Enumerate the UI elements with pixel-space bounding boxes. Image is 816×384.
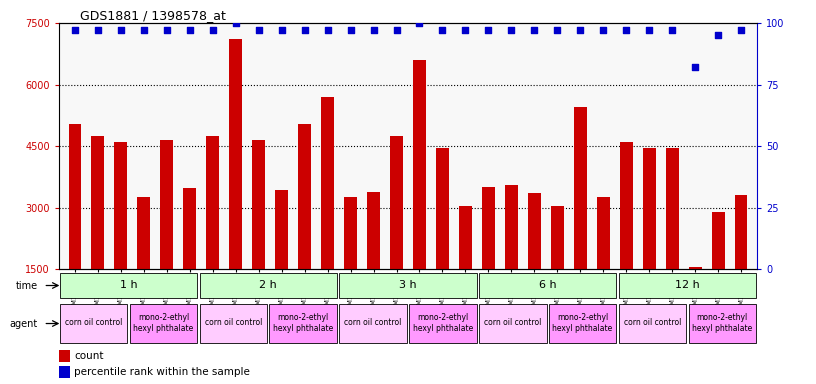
- Bar: [367, 192, 380, 269]
- Bar: [390, 136, 403, 269]
- Bar: [59, 366, 70, 377]
- Bar: [597, 197, 610, 269]
- Point: [344, 27, 357, 33]
- Bar: [322, 97, 334, 269]
- Point: [229, 20, 242, 26]
- Text: mono-2-ethyl
hexyl phthalate: mono-2-ethyl hexyl phthalate: [692, 313, 752, 333]
- Text: 1 h: 1 h: [120, 280, 137, 290]
- Point: [436, 27, 449, 33]
- Point: [69, 27, 82, 33]
- Point: [137, 27, 150, 33]
- Bar: [114, 142, 127, 269]
- Point: [160, 27, 173, 33]
- Bar: [712, 212, 725, 269]
- Point: [528, 27, 541, 33]
- Point: [620, 27, 633, 33]
- Bar: [574, 107, 587, 269]
- Point: [689, 64, 702, 70]
- Bar: [269, 304, 337, 343]
- Point: [298, 27, 311, 33]
- Text: corn oil control: corn oil control: [484, 318, 542, 327]
- Bar: [619, 273, 756, 298]
- Point: [643, 27, 656, 33]
- Bar: [200, 273, 337, 298]
- Point: [367, 27, 380, 33]
- Bar: [549, 304, 616, 343]
- Bar: [137, 197, 150, 269]
- Bar: [206, 136, 219, 269]
- Text: agent: agent: [10, 318, 38, 329]
- Point: [275, 27, 288, 33]
- Text: GDS1881 / 1398578_at: GDS1881 / 1398578_at: [80, 9, 225, 22]
- Text: mono-2-ethyl
hexyl phthalate: mono-2-ethyl hexyl phthalate: [133, 313, 193, 333]
- Bar: [689, 304, 756, 343]
- Bar: [69, 124, 81, 269]
- Bar: [643, 148, 655, 269]
- Point: [114, 27, 127, 33]
- Text: corn oil control: corn oil control: [623, 318, 681, 327]
- Text: mono-2-ethyl
hexyl phthalate: mono-2-ethyl hexyl phthalate: [273, 313, 334, 333]
- Point: [206, 27, 220, 33]
- Text: mono-2-ethyl
hexyl phthalate: mono-2-ethyl hexyl phthalate: [413, 313, 473, 333]
- Bar: [200, 304, 267, 343]
- Point: [712, 32, 725, 38]
- Text: corn oil control: corn oil control: [205, 318, 262, 327]
- Text: 12 h: 12 h: [675, 280, 700, 290]
- Bar: [161, 140, 173, 269]
- Text: corn oil control: corn oil control: [344, 318, 401, 327]
- Point: [551, 27, 564, 33]
- Bar: [619, 304, 686, 343]
- Text: percentile rank within the sample: percentile rank within the sample: [74, 367, 250, 377]
- Text: 3 h: 3 h: [399, 280, 417, 290]
- Bar: [436, 148, 449, 269]
- Bar: [735, 195, 747, 269]
- Point: [252, 27, 265, 33]
- Bar: [689, 267, 702, 269]
- Bar: [275, 190, 288, 269]
- Bar: [479, 273, 616, 298]
- Bar: [299, 124, 311, 269]
- Point: [482, 27, 495, 33]
- Bar: [339, 304, 407, 343]
- Bar: [666, 148, 679, 269]
- Bar: [91, 136, 104, 269]
- Text: mono-2-ethyl
hexyl phthalate: mono-2-ethyl hexyl phthalate: [552, 313, 613, 333]
- Point: [666, 27, 679, 33]
- Bar: [60, 304, 127, 343]
- Text: 2 h: 2 h: [259, 280, 277, 290]
- Point: [459, 27, 472, 33]
- Bar: [413, 60, 426, 269]
- Point: [390, 27, 403, 33]
- Bar: [409, 304, 477, 343]
- Point: [734, 27, 747, 33]
- Point: [183, 27, 196, 33]
- Bar: [344, 197, 357, 269]
- Text: time: time: [16, 280, 38, 291]
- Bar: [620, 142, 632, 269]
- Point: [91, 27, 104, 33]
- Point: [596, 27, 610, 33]
- Text: count: count: [74, 351, 104, 361]
- Bar: [339, 273, 477, 298]
- Bar: [130, 304, 197, 343]
- Point: [574, 27, 587, 33]
- Bar: [505, 185, 517, 269]
- Bar: [459, 205, 472, 269]
- Bar: [482, 187, 494, 269]
- Bar: [60, 273, 197, 298]
- Text: 6 h: 6 h: [539, 280, 557, 290]
- Bar: [252, 140, 265, 269]
- Point: [413, 20, 426, 26]
- Bar: [479, 304, 547, 343]
- Bar: [229, 40, 242, 269]
- Bar: [59, 350, 70, 362]
- Text: corn oil control: corn oil control: [65, 318, 122, 327]
- Bar: [551, 205, 564, 269]
- Point: [321, 27, 334, 33]
- Bar: [184, 188, 196, 269]
- Bar: [528, 193, 541, 269]
- Point: [505, 27, 518, 33]
